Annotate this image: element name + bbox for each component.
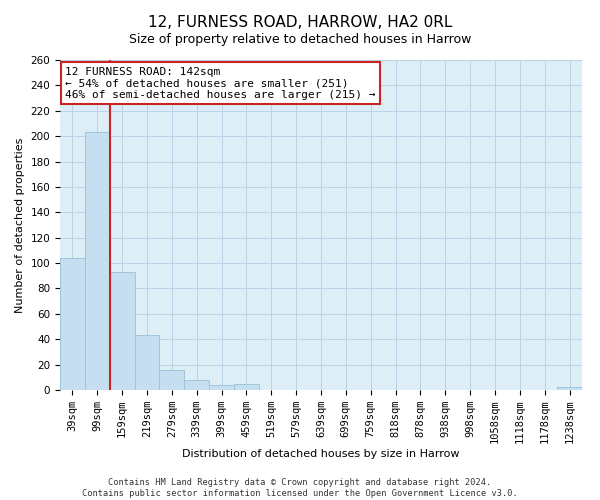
Bar	[85, 132, 110, 390]
Bar	[60, 258, 85, 390]
Bar	[160, 370, 184, 390]
Text: Contains HM Land Registry data © Crown copyright and database right 2024.
Contai: Contains HM Land Registry data © Crown c…	[82, 478, 518, 498]
Text: 12 FURNESS ROAD: 142sqm
← 54% of detached houses are smaller (251)
46% of semi-d: 12 FURNESS ROAD: 142sqm ← 54% of detache…	[65, 66, 376, 100]
Y-axis label: Number of detached properties: Number of detached properties	[15, 138, 25, 312]
Text: 12, FURNESS ROAD, HARROW, HA2 0RL: 12, FURNESS ROAD, HARROW, HA2 0RL	[148, 15, 452, 30]
Bar	[234, 384, 259, 390]
Bar	[209, 385, 234, 390]
X-axis label: Distribution of detached houses by size in Harrow: Distribution of detached houses by size …	[182, 449, 460, 459]
Bar	[184, 380, 209, 390]
Text: Size of property relative to detached houses in Harrow: Size of property relative to detached ho…	[129, 32, 471, 46]
Bar	[134, 336, 160, 390]
Bar	[110, 272, 134, 390]
Bar	[557, 388, 582, 390]
